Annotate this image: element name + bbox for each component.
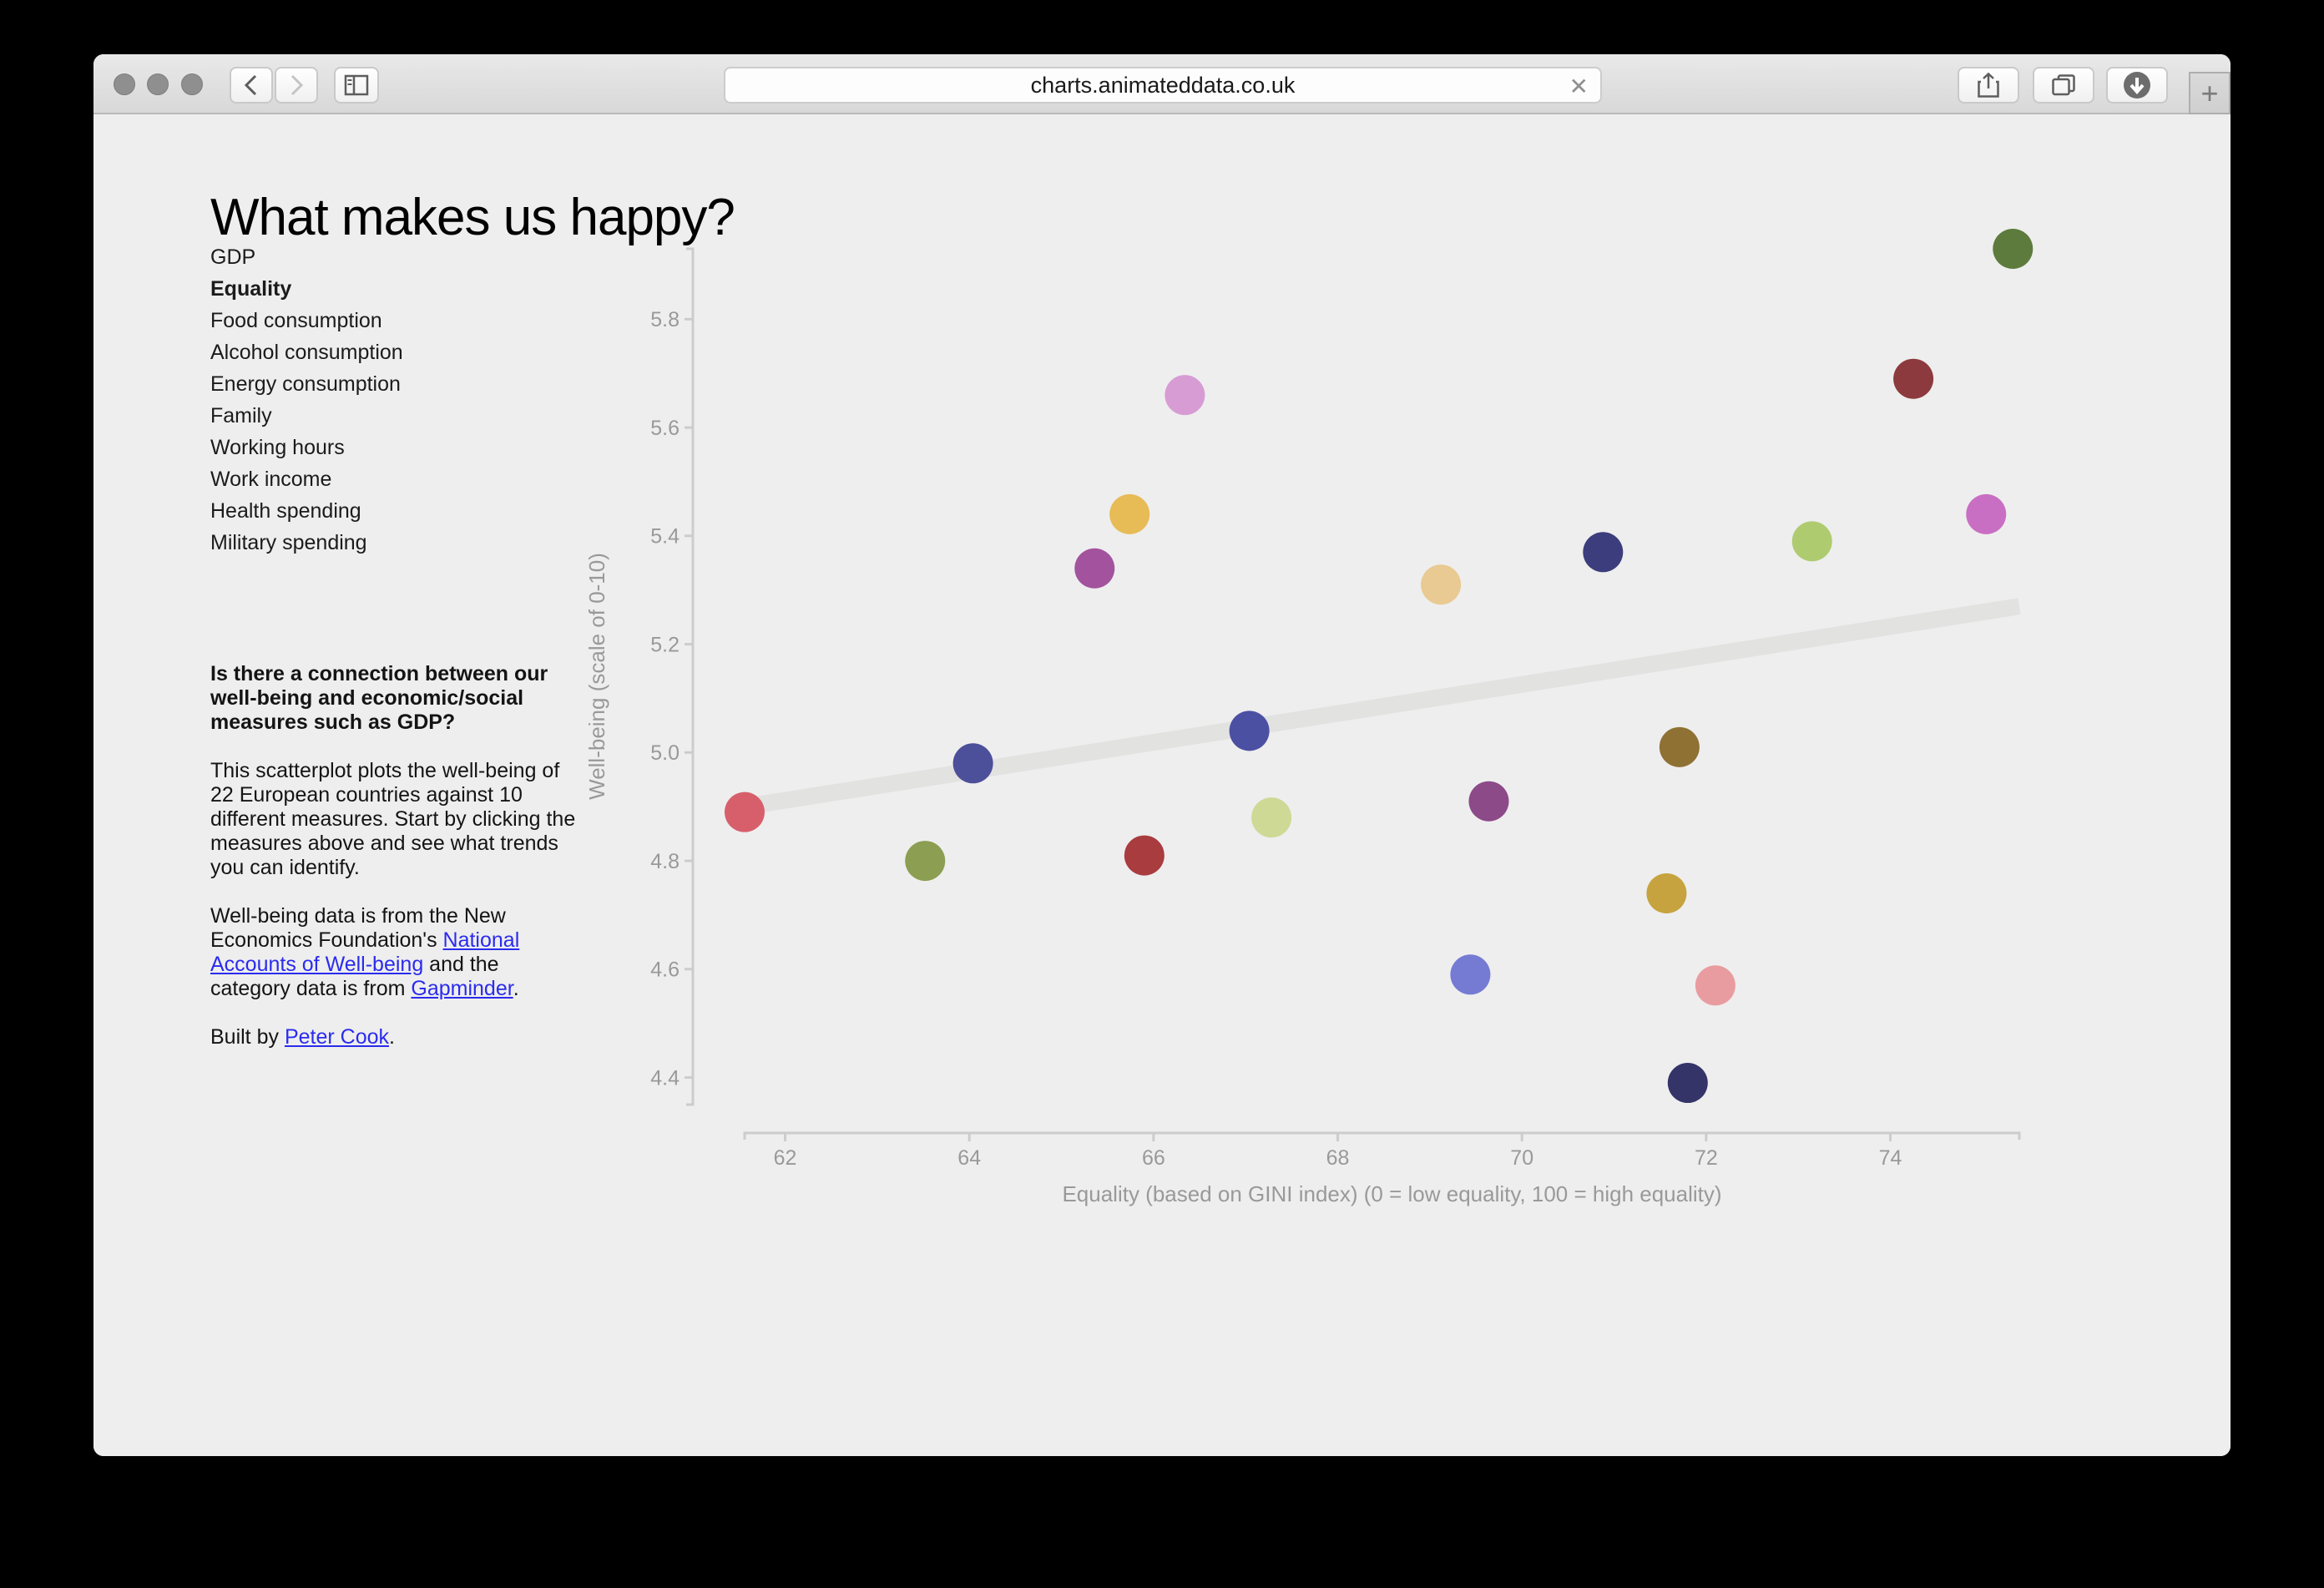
measure-item-family[interactable]: Family [210,404,272,427]
data-point[interactable] [1165,375,1205,416]
url-text: charts.animateddata.co.uk [1030,72,1296,98]
credits-text: and the category data is from [210,953,499,1000]
trend-line [743,598,2021,816]
share-button[interactable] [1958,67,2019,104]
y-tick-label: 5.2 [650,633,680,656]
x-tick-label: 72 [1695,1146,1718,1170]
data-point[interactable] [1791,521,1832,562]
data-point[interactable] [1468,781,1509,822]
measure-item-gdp[interactable]: GDP [210,245,256,269]
measure-item-alcohol[interactable]: Alcohol consumption [210,341,403,364]
web-page: What makes us happy? GDP Equality Food c… [93,114,2231,1456]
measure-item-military[interactable]: Military spending [210,531,367,554]
y-tick-label: 5.8 [650,308,680,331]
browser-window: charts.animateddata.co.uk ✕ + [93,54,2231,1456]
credits-text: Well-being data is from the New Economic… [210,904,506,952]
data-point[interactable] [1229,711,1270,751]
download-icon [2124,72,2150,99]
stop-loading-button[interactable]: ✕ [1569,73,1589,99]
data-point[interactable] [905,841,946,882]
downloads-button[interactable] [2106,67,2168,104]
data-point[interactable] [1646,872,1687,913]
back-button[interactable] [230,67,273,104]
address-bar[interactable]: charts.animateddata.co.uk ✕ [724,67,1602,104]
close-window-button[interactable] [114,73,135,95]
y-tick-label: 5.6 [650,417,680,440]
measure-menu: GDP Equality Food consumption Alcohol co… [210,241,403,559]
measure-item-work-income[interactable]: Work income [210,468,332,491]
measure-item-working-hours[interactable]: Working hours [210,436,345,459]
data-point[interactable] [1893,358,1934,399]
measure-item-equality[interactable]: Equality [210,277,292,301]
data-point[interactable] [1251,797,1292,838]
data-point[interactable] [1667,1063,1708,1104]
data-point[interactable] [1583,532,1624,573]
link-gapminder[interactable]: Gapminder [411,977,513,1000]
show-tabs-button[interactable] [2033,67,2094,104]
y-tick-label: 4.8 [650,850,680,873]
intro-heading: Is there a connection between our well-b… [210,662,548,734]
y-axis-label: Well-being (scale of 0-10) [584,553,609,800]
data-point[interactable] [1659,726,1700,767]
data-point[interactable] [952,743,993,784]
link-national-accounts[interactable]: National Accounts of Well-being [210,928,520,976]
data-point[interactable] [1966,493,2007,534]
measure-item-health[interactable]: Health spending [210,499,361,523]
built-by-text: . [389,1025,395,1049]
description-panel: Is there a connection between our well-b… [210,662,579,1074]
sidebar-icon [344,74,369,96]
y-axis-line [686,247,695,1106]
x-tick-label: 62 [774,1146,797,1170]
built-by-paragraph: Built by Peter Cook. [210,1025,579,1049]
x-tick-label: 64 [957,1146,981,1170]
zoom-window-button[interactable] [181,73,203,95]
intro-body: This scatterplot plots the well-being of… [210,759,576,879]
data-point[interactable] [1450,954,1491,995]
x-tick-label: 66 [1142,1146,1165,1170]
credits-text: . [513,977,519,1000]
y-tick-label: 5.0 [650,741,680,765]
forward-button[interactable] [275,67,318,104]
data-point[interactable] [1109,493,1150,534]
y-tick-label: 5.4 [650,525,680,549]
x-tick-label: 68 [1326,1146,1350,1170]
chevron-left-icon [244,74,257,96]
built-by-text: Built by [210,1025,285,1049]
measure-item-food[interactable]: Food consumption [210,309,382,332]
y-tick-label: 4.4 [650,1066,680,1090]
x-axis-line [743,1131,2021,1140]
tabs-overview-icon [2052,74,2075,96]
data-point[interactable] [1421,564,1462,605]
data-point[interactable] [725,791,765,832]
y-tick-label: 4.6 [650,958,680,982]
data-point[interactable] [1124,835,1165,876]
link-peter-cook[interactable]: Peter Cook [284,1025,389,1049]
browser-toolbar: charts.animateddata.co.uk ✕ + [93,54,2231,114]
scatterplot: 4.4 4.6 4.8 5.0 5.2 5.4 5.6 5.8 62 64 66 68 70 72 74 Eq… [584,229,2034,1206]
minimize-window-button[interactable] [147,73,169,95]
sidebar-toggle-button[interactable] [334,67,379,104]
measure-item-energy[interactable]: Energy consumption [210,372,401,396]
data-point[interactable] [1695,965,1735,1006]
new-tab-button[interactable]: + [2189,72,2231,114]
data-point[interactable] [1074,548,1115,589]
credits-paragraph: Well-being data is from the New Economic… [210,904,579,1001]
page-title: What makes us happy? [210,188,735,246]
share-icon [1978,72,1999,98]
x-tick-label: 70 [1510,1146,1533,1170]
x-axis-label: Equality (based on GINI index) (0 = low … [1062,1181,1721,1206]
chevron-right-icon [290,74,304,96]
data-point[interactable] [1993,229,2034,269]
x-tick-label: 74 [1879,1146,1902,1170]
